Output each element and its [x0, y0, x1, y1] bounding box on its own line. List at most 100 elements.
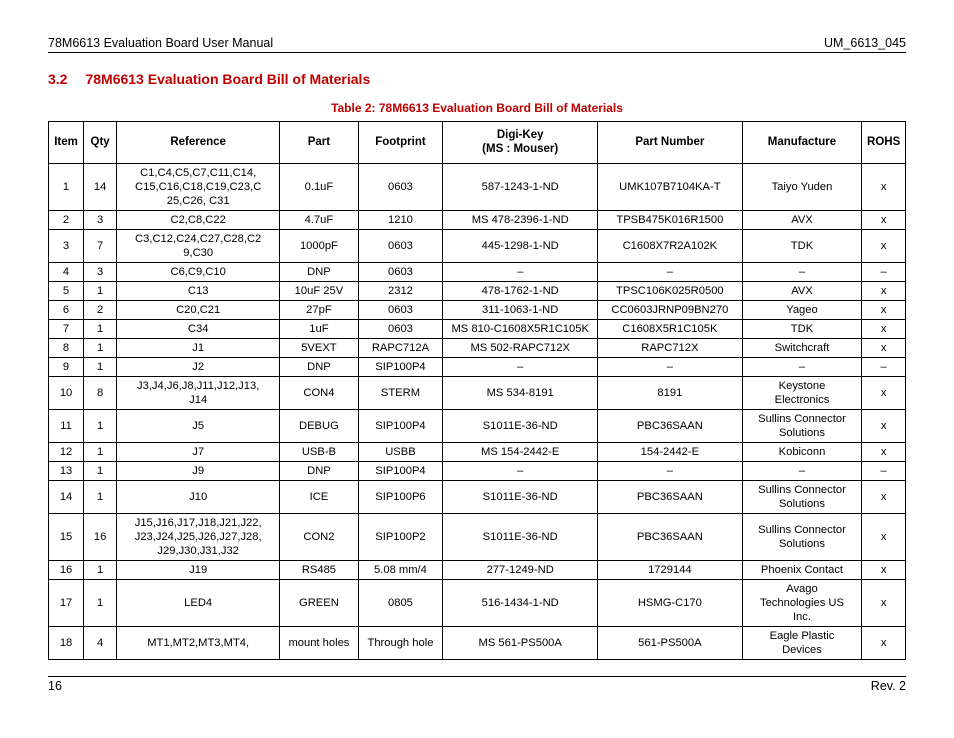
table-cell: TPSB475K016R1500 — [598, 210, 743, 229]
table-row: 108J3,J4,J6,J8,J11,J12,J13,J14CON4STERMM… — [49, 376, 906, 409]
table-cell: – — [862, 461, 906, 480]
table-cell: J2 — [117, 357, 280, 376]
table-cell: Switchcraft — [742, 338, 862, 357]
table-cell: 0.1uF — [280, 163, 358, 210]
table-cell: 11 — [49, 409, 84, 442]
table-cell: 3 — [84, 210, 117, 229]
col-header-footprint: Footprint — [358, 122, 443, 164]
table-row: 91J2DNPSIP100P4–––– — [49, 357, 906, 376]
table-cell: MS 502-RAPC712X — [443, 338, 598, 357]
table-cell: 561-PS500A — [598, 626, 743, 659]
table-cell: 5.08 mm/4 — [358, 560, 443, 579]
table-cell: SIP100P6 — [358, 480, 443, 513]
table-cell: x — [862, 513, 906, 560]
table-cell: x — [862, 163, 906, 210]
table-cell: 2312 — [358, 281, 443, 300]
table-cell: USBB — [358, 442, 443, 461]
page-header: 78M6613 Evaluation Board User Manual UM_… — [48, 36, 906, 53]
table-row: 51C1310uF 25V2312478-1762-1-NDTPSC106K02… — [49, 281, 906, 300]
table-row: 184MT1,MT2,MT3,MT4,mount holesThrough ho… — [49, 626, 906, 659]
table-cell: RS485 — [280, 560, 358, 579]
table-cell: 154-2442-E — [598, 442, 743, 461]
header-right: UM_6613_045 — [824, 36, 906, 50]
table-cell: 9 — [49, 357, 84, 376]
col-header-rohs: ROHS — [862, 122, 906, 164]
table-cell: 7 — [84, 229, 117, 262]
table-cell: 311-1063-1-ND — [443, 300, 598, 319]
table-cell: MS 534-8191 — [443, 376, 598, 409]
table-cell: 13 — [49, 461, 84, 480]
table-cell: CON2 — [280, 513, 358, 560]
table-cell: 27pF — [280, 300, 358, 319]
table-cell: USB-B — [280, 442, 358, 461]
table-cell: J15,J16,J17,J18,J21,J22,J23,J24,J25,J26,… — [117, 513, 280, 560]
table-cell: 8191 — [598, 376, 743, 409]
col-header-reference: Reference — [117, 122, 280, 164]
table-cell: C1,C4,C5,C7,C11,C14,C15,C16,C18,C19,C23,… — [117, 163, 280, 210]
table-cell: 4 — [84, 626, 117, 659]
table-cell: CC0603JRNP09BN270 — [598, 300, 743, 319]
table-cell: DNP — [280, 461, 358, 480]
table-cell: 6 — [49, 300, 84, 319]
table-cell: KeystoneElectronics — [742, 376, 862, 409]
table-cell: MS 478-2396-1-ND — [443, 210, 598, 229]
bom-table-head: Item Qty Reference Part Footprint Digi-K… — [49, 122, 906, 164]
col-header-partnumber: Part Number — [598, 122, 743, 164]
table-cell: 1 — [84, 442, 117, 461]
table-row: 37C3,C12,C24,C27,C28,C29,C301000pF060344… — [49, 229, 906, 262]
footer-revision: Rev. 2 — [871, 679, 906, 693]
table-cell: x — [862, 210, 906, 229]
table-cell: x — [862, 409, 906, 442]
col-header-part: Part — [280, 122, 358, 164]
table-cell: Taiyo Yuden — [742, 163, 862, 210]
table-cell: – — [862, 262, 906, 281]
table-row: 62C20,C2127pF0603311-1063-1-NDCC0603JRNP… — [49, 300, 906, 319]
table-cell: x — [862, 376, 906, 409]
table-cell: 1 — [84, 409, 117, 442]
table-cell: – — [598, 262, 743, 281]
table-cell: 1 — [84, 461, 117, 480]
table-cell: 8 — [49, 338, 84, 357]
table-cell: – — [443, 262, 598, 281]
table-cell: 14 — [84, 163, 117, 210]
table-cell: SIP100P2 — [358, 513, 443, 560]
table-cell: MS 561-PS500A — [443, 626, 598, 659]
table-cell: 516-1434-1-ND — [443, 579, 598, 626]
table-row: 131J9DNPSIP100P4–––– — [49, 461, 906, 480]
table-cell: 1 — [84, 357, 117, 376]
table-cell: 16 — [84, 513, 117, 560]
table-cell: RAPC712X — [598, 338, 743, 357]
table-cell: 0603 — [358, 319, 443, 338]
table-row: 81J15VEXTRAPC712AMS 502-RAPC712XRAPC712X… — [49, 338, 906, 357]
table-cell: x — [862, 626, 906, 659]
table-cell: CON4 — [280, 376, 358, 409]
table-cell: Yageo — [742, 300, 862, 319]
table-row: 161J19RS4855.08 mm/4277-1249-ND1729144Ph… — [49, 560, 906, 579]
table-cell: SIP100P4 — [358, 461, 443, 480]
table-cell: C13 — [117, 281, 280, 300]
table-cell: Phoenix Contact — [742, 560, 862, 579]
table-cell: 5 — [49, 281, 84, 300]
table-cell: mount holes — [280, 626, 358, 659]
table-row: 1516J15,J16,J17,J18,J21,J22,J23,J24,J25,… — [49, 513, 906, 560]
table-cell: TDK — [742, 229, 862, 262]
table-cell: PBC36SAAN — [598, 513, 743, 560]
table-cell: 3 — [49, 229, 84, 262]
table-row: 114C1,C4,C5,C7,C11,C14,C15,C16,C18,C19,C… — [49, 163, 906, 210]
col-header-qty: Qty — [84, 122, 117, 164]
bom-table-body: 114C1,C4,C5,C7,C11,C14,C15,C16,C18,C19,C… — [49, 163, 906, 659]
table-cell: ICE — [280, 480, 358, 513]
table-cell: AVX — [742, 210, 862, 229]
table-cell: 3 — [84, 262, 117, 281]
table-cell: x — [862, 579, 906, 626]
table-cell: – — [862, 357, 906, 376]
table-cell: 1210 — [358, 210, 443, 229]
table-cell: 18 — [49, 626, 84, 659]
table-cell: – — [742, 262, 862, 281]
table-row: 111J5DEBUGSIP100P4S1011E-36-NDPBC36SAANS… — [49, 409, 906, 442]
table-cell: C20,C21 — [117, 300, 280, 319]
table-cell: 2 — [49, 210, 84, 229]
table-cell: DNP — [280, 262, 358, 281]
table-cell: J7 — [117, 442, 280, 461]
table-cell: DNP — [280, 357, 358, 376]
